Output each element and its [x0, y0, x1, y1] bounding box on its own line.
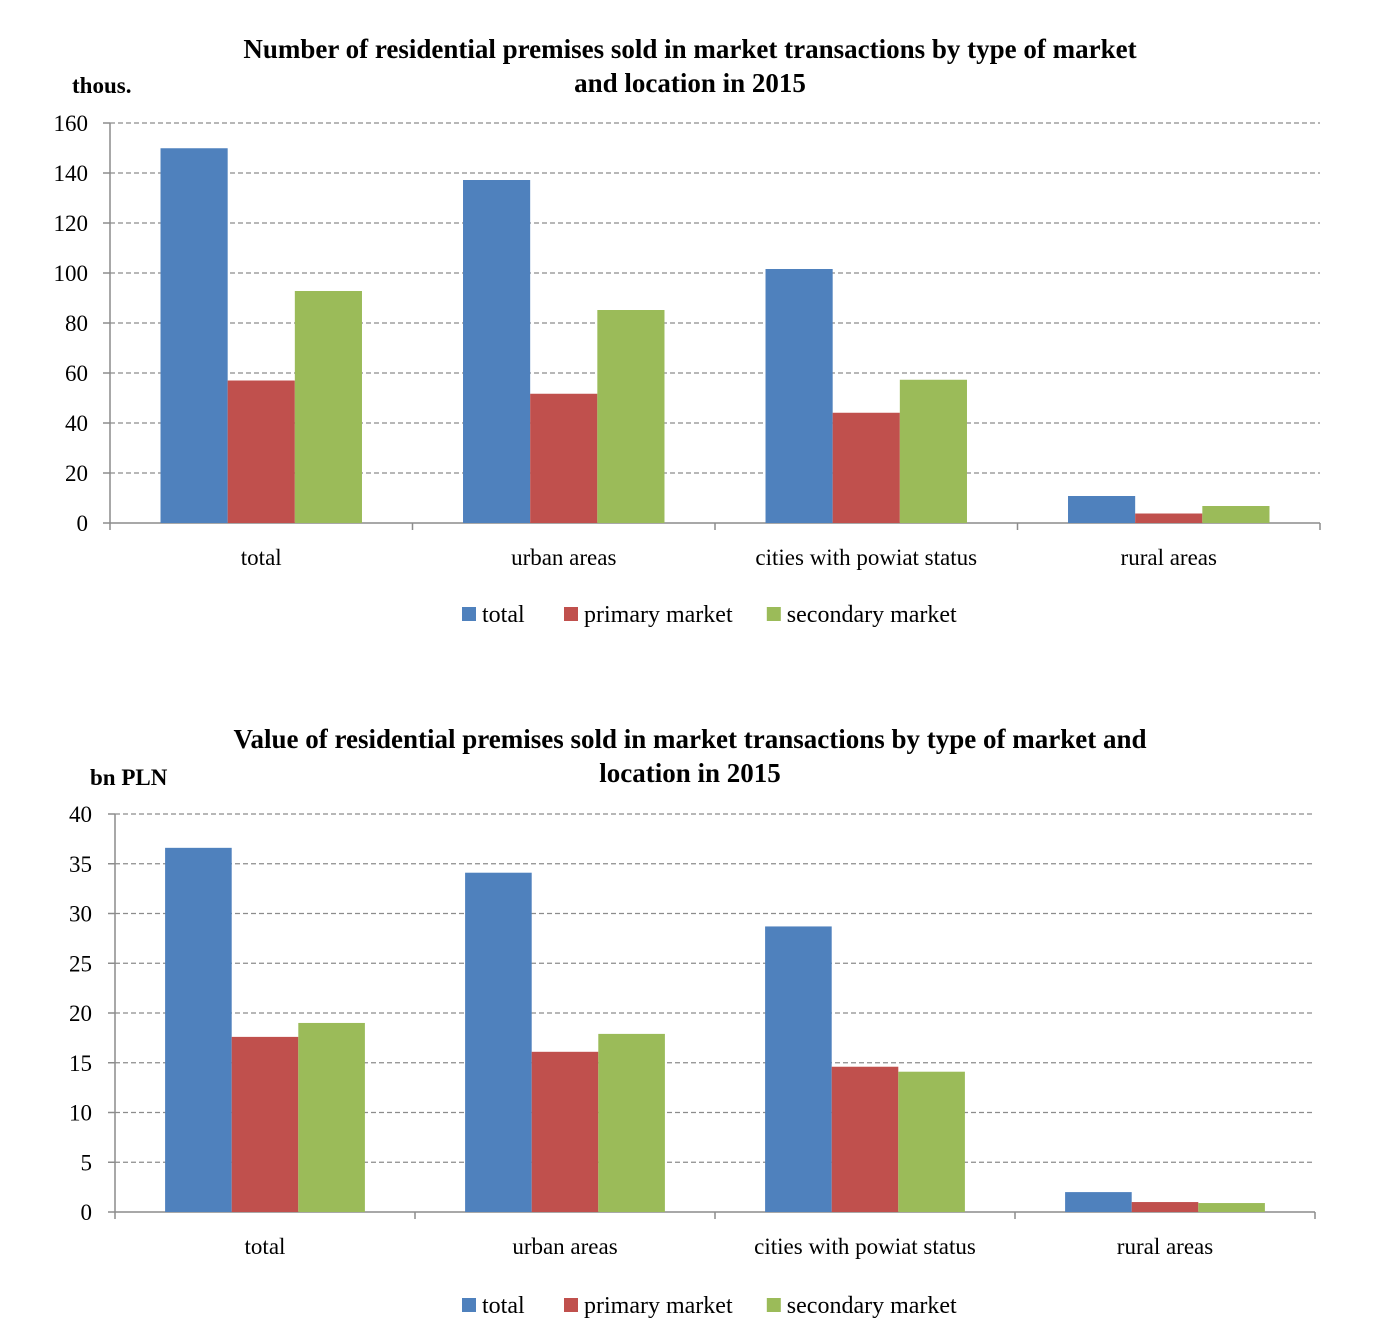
legend: total primary market secondary market: [462, 602, 957, 628]
x-category-label: rural areas: [1121, 545, 1217, 570]
y-tick-label: 40: [65, 411, 88, 436]
y-tick-label: 0: [81, 1200, 93, 1225]
bar-primary-market-total: [227, 380, 295, 523]
bar-primary-market-urban-areas: [530, 393, 598, 523]
x-category-label: cities with powiat status: [754, 1234, 976, 1259]
chart-title-line-2: location in 2015: [599, 758, 781, 788]
legend-label: total: [482, 602, 525, 628]
x-category-label: cities with powiat status: [755, 545, 977, 570]
legend-swatch: [766, 607, 781, 621]
plot-area: 0 5 10 15 20 25 30 35 40 total urban areas cities w…: [69, 802, 1316, 1259]
chart-number-svg: Number of residential premises sold in m…: [54, 34, 1321, 628]
legend-swatch: [766, 1298, 781, 1312]
bar-primary-market-cities-with-powiat-status: [832, 412, 900, 523]
y-tick-label: 0: [77, 511, 89, 536]
y-axis-unit-label: thous.: [72, 73, 131, 98]
y-tick-label: 15: [69, 1051, 92, 1076]
chart-value-of-premises: Value of residential premises sold in ma…: [0, 690, 1392, 1336]
y-tick-label: 80: [65, 311, 88, 336]
chart-value-svg: Value of residential premises sold in ma…: [69, 724, 1316, 1319]
bar-secondary-market-cities-with-powiat-status: [898, 1071, 965, 1212]
legend-swatch: [462, 607, 476, 621]
y-tick-label: 20: [69, 1001, 92, 1026]
chart-number-of-premises: Number of residential premises sold in m…: [54, 34, 1321, 628]
legend-label: secondary market: [787, 1293, 957, 1319]
y-tick-label: 140: [54, 161, 89, 186]
legend-swatch: [564, 607, 578, 621]
bar-total-urban-areas: [465, 872, 532, 1212]
legend-label: primary market: [584, 1293, 733, 1319]
y-tick-label: 5: [81, 1150, 93, 1175]
bar-total-total: [165, 847, 232, 1212]
chart-title-line-1: Number of residential premises sold in m…: [243, 34, 1136, 64]
bar-secondary-market-total: [298, 1022, 365, 1212]
legend-label: primary market: [584, 602, 733, 628]
bar-primary-market-rural-areas: [1131, 1202, 1199, 1212]
x-category-label: urban areas: [511, 545, 616, 570]
legend-swatch: [462, 1298, 476, 1312]
y-tick-label: 20: [65, 461, 88, 486]
bar-total-total: [160, 148, 228, 523]
legend-label: secondary market: [787, 602, 957, 628]
x-category-label: total: [245, 1234, 286, 1259]
legend-label: total: [482, 1293, 525, 1319]
y-tick-label: 100: [54, 261, 89, 286]
bar-secondary-market-rural-areas: [1198, 1203, 1265, 1212]
chart-title-line-1: Value of residential premises sold in ma…: [233, 724, 1146, 754]
y-tick-label: 10: [69, 1101, 92, 1126]
y-tick-label: 25: [69, 951, 92, 976]
bar-primary-market-total: [231, 1036, 299, 1212]
y-tick-label: 60: [65, 361, 88, 386]
bar-primary-market-cities-with-powiat-status: [831, 1066, 899, 1212]
legend: total primary market secondary market: [462, 1293, 957, 1319]
plot-area: 0 20 40 60 80 100 120 140 160 total urban areas cit…: [54, 111, 1321, 570]
y-tick-label: 160: [54, 111, 89, 136]
bar-secondary-market-rural-areas: [1202, 506, 1270, 523]
bar-secondary-market-urban-areas: [598, 1033, 665, 1212]
bar-total-cities-with-powiat-status: [765, 269, 833, 523]
bar-secondary-market-urban-areas: [597, 310, 665, 523]
chart-title-line-2: and location in 2015: [574, 68, 806, 98]
y-tick-label: 120: [54, 211, 89, 236]
bar-total-cities-with-powiat-status: [765, 926, 832, 1212]
bar-primary-market-urban-areas: [531, 1051, 599, 1212]
y-tick-label: 40: [69, 802, 92, 827]
legend-swatch: [564, 1298, 578, 1312]
y-axis-unit-label: bn PLN: [90, 765, 168, 790]
bar-primary-market-rural-areas: [1135, 513, 1203, 523]
y-tick-label: 35: [69, 852, 92, 877]
bar-total-urban-areas: [463, 180, 531, 523]
bar-total-rural-areas: [1068, 496, 1136, 523]
x-category-label: urban areas: [512, 1234, 617, 1259]
bar-secondary-market-cities-with-powiat-status: [899, 379, 967, 523]
y-tick-label: 30: [69, 902, 92, 927]
bar-total-rural-areas: [1065, 1192, 1132, 1212]
x-category-label: total: [241, 545, 282, 570]
bar-secondary-market-total: [294, 291, 362, 523]
x-category-label: rural areas: [1117, 1234, 1213, 1259]
